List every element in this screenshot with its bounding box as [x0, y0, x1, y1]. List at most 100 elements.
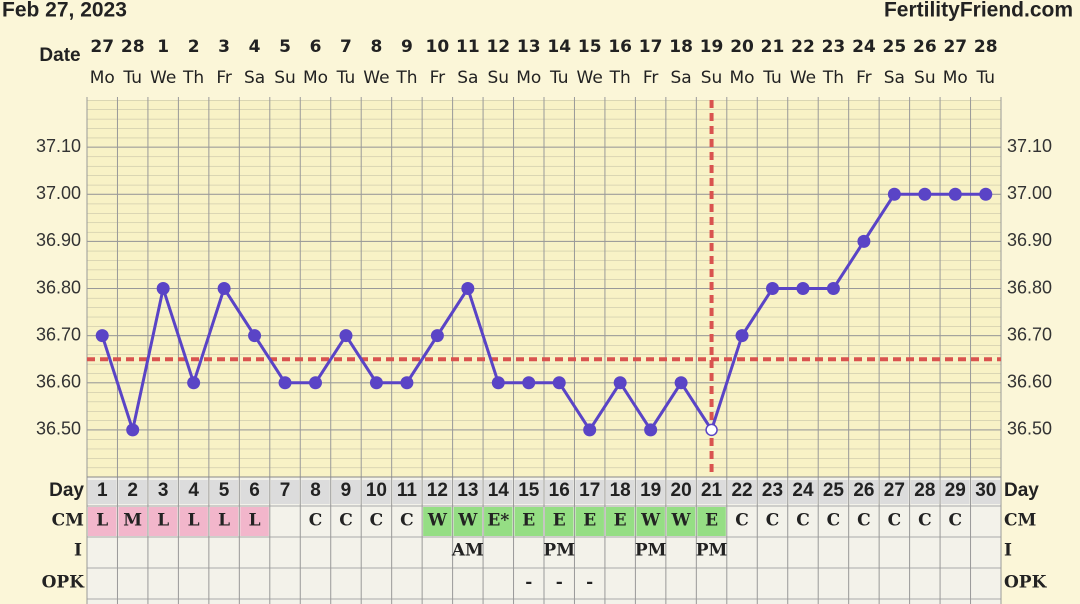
date-label: 15	[578, 37, 602, 57]
day-cell	[666, 480, 696, 504]
cm-cell	[148, 507, 178, 536]
date-label: 1	[157, 37, 169, 57]
row-label-right: Day	[1004, 480, 1039, 501]
date-label: 12	[486, 37, 510, 57]
marker	[430, 329, 444, 343]
weekday-label: Mo	[943, 68, 968, 88]
date-label: 6	[310, 37, 322, 57]
marker	[613, 376, 627, 390]
cm-entry: L	[249, 511, 261, 531]
y-tick-label: 36.80	[36, 277, 81, 297]
marker	[918, 187, 932, 201]
date-label: 17	[639, 37, 663, 57]
marker	[979, 187, 993, 201]
marker	[187, 376, 201, 390]
day-number: 2	[127, 480, 138, 501]
marker	[369, 376, 383, 390]
marker	[461, 282, 475, 295]
cm-entry: L	[218, 511, 230, 531]
cm-entry: L	[96, 511, 108, 531]
marker	[95, 329, 109, 343]
weekday-label: Su	[914, 68, 936, 88]
weekday-label: We	[577, 68, 603, 88]
cm-entry: C	[339, 511, 353, 531]
header-site: FertilityFriend.com	[884, 0, 1073, 22]
day-cell	[819, 480, 848, 504]
marker	[217, 282, 231, 295]
cm-entry: L	[157, 511, 169, 531]
date-label: 22	[791, 37, 815, 57]
date-label: 28	[974, 37, 998, 57]
day-number: 21	[701, 480, 723, 501]
y2-tick-label: 37.00	[1007, 183, 1052, 203]
day-number: 27	[884, 480, 905, 501]
row-label-right: CM	[1004, 511, 1037, 531]
day-number: 20	[671, 480, 692, 501]
day-cell	[697, 480, 726, 504]
i-entry: PM	[696, 541, 728, 561]
day-number: 16	[549, 480, 570, 501]
day-number: 24	[792, 480, 814, 501]
day-number: 26	[853, 480, 874, 501]
cm-entry: W	[640, 511, 661, 531]
weekday-label: Tu	[336, 68, 356, 88]
i-entry: PM	[635, 541, 667, 561]
day-cell	[484, 480, 513, 504]
day-number: 28	[914, 480, 935, 501]
weekday-label: Fr	[430, 68, 446, 88]
day-number: 17	[579, 480, 600, 501]
header-date: Feb 27, 2023	[2, 0, 127, 22]
date-label: 25	[883, 37, 907, 57]
cm-entry: E	[705, 511, 718, 531]
marker	[278, 376, 292, 390]
weekday-label: We	[363, 68, 389, 88]
day-cell	[880, 480, 909, 504]
marker	[309, 376, 322, 390]
cm-entry: C	[888, 511, 902, 531]
cm-cell	[88, 507, 117, 536]
date-label: 23	[822, 37, 846, 57]
y-tick-label: 37.00	[36, 183, 81, 203]
cm-entry: C	[400, 511, 414, 531]
date-label: 11	[456, 37, 480, 57]
y-tick-label: 36.60	[36, 372, 81, 392]
cm-cell	[179, 507, 208, 536]
weekday-label: Su	[701, 68, 723, 88]
cm-cell	[545, 507, 574, 536]
day-number: 7	[280, 480, 291, 501]
day-number: 1	[97, 480, 108, 501]
cm-entry: W	[457, 511, 478, 531]
day-number: 12	[427, 480, 448, 501]
day-cell	[331, 480, 361, 504]
marker	[491, 376, 505, 390]
row-label-right: I	[1004, 541, 1012, 561]
marker	[522, 376, 536, 390]
cm-cell	[484, 507, 513, 536]
weekday-label: Th	[822, 68, 844, 88]
cm-entry: W	[427, 511, 448, 531]
day-cell	[575, 480, 604, 504]
cm-cell	[605, 507, 635, 536]
cm-entry: C	[796, 511, 810, 531]
marker	[766, 282, 779, 295]
marker	[126, 423, 140, 437]
day-number: 9	[341, 480, 352, 501]
marker	[796, 282, 810, 295]
day-number: 11	[397, 480, 418, 501]
marker	[583, 423, 597, 437]
row-label: Day	[49, 480, 84, 501]
day-number: 14	[488, 480, 510, 501]
date-label: 27	[943, 37, 967, 57]
row-label-right: OPK	[1004, 573, 1048, 593]
open-marker	[705, 423, 718, 437]
cm-cell	[240, 507, 269, 536]
cm-entry: C	[949, 511, 963, 531]
cm-entry: C	[918, 511, 932, 531]
day-number: 8	[310, 480, 321, 501]
date-label: 18	[669, 37, 693, 57]
temperature-line	[100, 192, 986, 436]
marker	[339, 329, 353, 343]
day-cell	[514, 480, 543, 504]
weekday-label: Mo	[516, 68, 541, 88]
day-number: 19	[640, 480, 661, 501]
